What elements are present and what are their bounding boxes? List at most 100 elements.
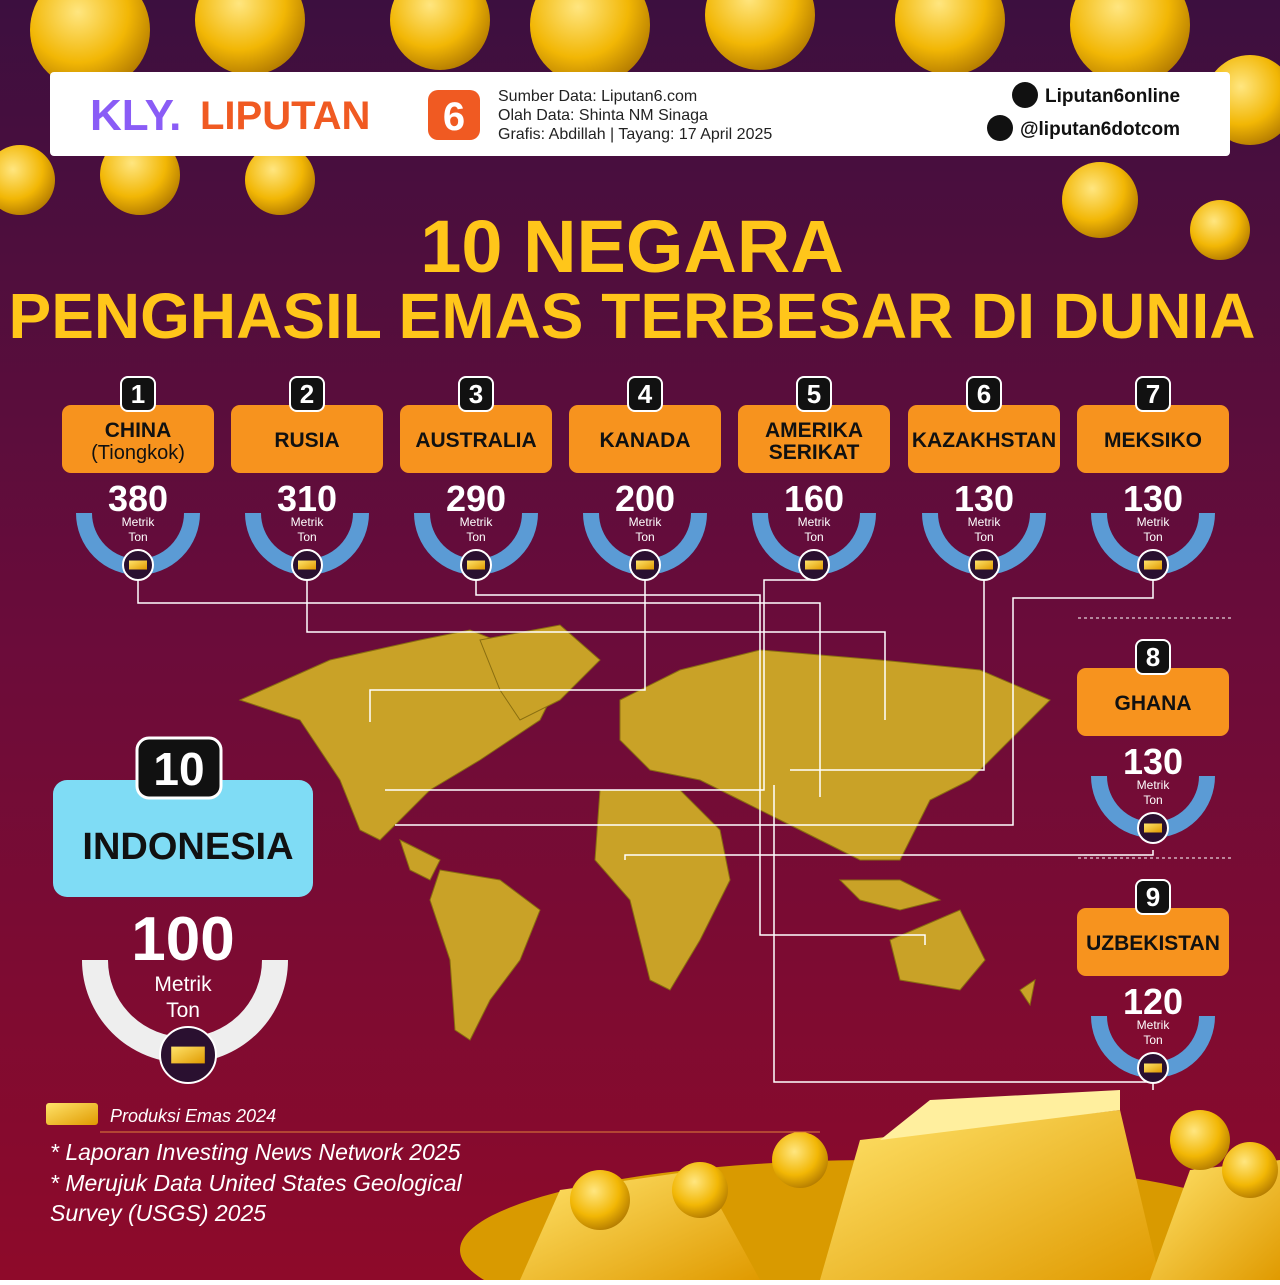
- unit: Ton: [804, 530, 823, 544]
- title: PENGHASIL EMAS TERBESAR DI DUNIA: [9, 280, 1256, 352]
- gold-icon-bar: [298, 560, 316, 570]
- connector-line: [395, 580, 1154, 826]
- country-name: RUSIA: [274, 429, 339, 452]
- country-box: [53, 780, 313, 897]
- header-bar: [50, 72, 1230, 156]
- unit: Metrik: [154, 973, 212, 996]
- rank: 1: [131, 379, 145, 409]
- unit: Metrik: [629, 515, 663, 529]
- rank-badge: [1135, 376, 1171, 412]
- world-map: [238, 624, 1051, 1041]
- rank-badge: [796, 376, 832, 412]
- country-box: [400, 405, 552, 473]
- country-name: AMERIKA: [765, 419, 863, 442]
- country-box: [231, 405, 383, 473]
- unit: Metrik: [460, 515, 494, 529]
- unit: Ton: [1143, 1033, 1162, 1047]
- connector-line: [773, 785, 1154, 1090]
- rank: 3: [469, 379, 483, 409]
- connector-line: [385, 579, 814, 791]
- country-name: KANADA: [600, 429, 691, 452]
- country-box: [908, 405, 1060, 473]
- rank-badge: [1135, 639, 1171, 675]
- connectors: [137, 579, 1154, 1090]
- facebook-icon: [1012, 82, 1038, 108]
- connector-line: [624, 850, 1154, 860]
- unit: Ton: [974, 530, 993, 544]
- value: 100: [131, 905, 234, 974]
- country-box: [1077, 908, 1229, 976]
- connector-line: [369, 580, 646, 722]
- country-name: SERIKAT: [769, 441, 860, 464]
- rank-badge: [458, 376, 494, 412]
- unit: Metrik: [798, 515, 832, 529]
- credit: Sumber Data: Liputan6.com: [498, 88, 697, 105]
- rank: 10: [153, 743, 204, 795]
- twitter-icon: [987, 115, 1013, 141]
- country-name: GHANA: [1115, 692, 1192, 715]
- unit: Metrik: [291, 515, 325, 529]
- country-box: [1077, 405, 1229, 473]
- connector-line: [790, 580, 985, 771]
- rank-badge: [1135, 879, 1171, 915]
- unit: Ton: [1143, 793, 1162, 807]
- rank-badge: [135, 736, 223, 800]
- legend-label: Produksi Emas 2024: [110, 1106, 276, 1126]
- legend-icon: [46, 1103, 98, 1125]
- rank: 2: [300, 379, 314, 409]
- unit: Ton: [166, 999, 200, 1022]
- gold-icon-bar: [636, 560, 654, 570]
- gold-icon-bar: [1144, 823, 1162, 833]
- country-box: [738, 405, 890, 473]
- gold-icon-bar: [1144, 560, 1162, 570]
- country-box: [1077, 668, 1229, 736]
- unit: Ton: [297, 530, 316, 544]
- rank-badge: [289, 376, 325, 412]
- credit: Grafis: Abdillah | Tayang: 17 April 2025: [498, 126, 772, 143]
- unit: Metrik: [1137, 1018, 1171, 1032]
- gold-icon-bar: [171, 1046, 205, 1064]
- value: 310: [277, 478, 337, 519]
- rank-badge: [120, 376, 156, 412]
- logo-brand: LIPUTAN: [200, 94, 370, 138]
- rank: 6: [977, 379, 991, 409]
- gold-icon-bar: [1144, 1063, 1162, 1073]
- country-name: CHINA: [105, 419, 172, 442]
- title: 10 NEGARA: [420, 205, 844, 288]
- unit: Ton: [466, 530, 485, 544]
- unit: Metrik: [1137, 515, 1171, 529]
- value: 200: [615, 478, 675, 519]
- logo-kly: KLY.: [90, 91, 181, 140]
- rank-badge: [627, 376, 663, 412]
- value: 130: [954, 478, 1014, 519]
- connector-line: [475, 580, 926, 945]
- gold-icon-bar: [129, 560, 147, 570]
- rank: 9: [1146, 882, 1160, 912]
- unit: Metrik: [122, 515, 156, 529]
- gold-icon-bar: [805, 560, 823, 570]
- connector-line: [137, 580, 821, 797]
- coin-decoration: [0, 0, 1280, 260]
- country-name: AUSTRALIA: [415, 429, 536, 452]
- value: 130: [1123, 478, 1183, 519]
- unit: Metrik: [968, 515, 1002, 529]
- logo-badge: [428, 90, 480, 140]
- rank: 5: [807, 379, 821, 409]
- note: * Laporan Investing News Network 2025: [50, 1139, 461, 1165]
- value: 160: [784, 478, 844, 519]
- connector-line: [306, 580, 886, 720]
- country-name: (Tiongkok): [91, 442, 185, 464]
- country-box: [569, 405, 721, 473]
- gold-pile: [460, 1090, 1280, 1285]
- gold-icon-bar: [467, 560, 485, 570]
- credit: Olah Data: Shinta NM Sinaga: [498, 107, 708, 124]
- value: 380: [108, 478, 168, 519]
- country-name: KAZAKHSTAN: [912, 429, 1056, 452]
- rank-badge: [966, 376, 1002, 412]
- twitter-handle: @liputan6dotcom: [1020, 119, 1180, 140]
- unit: Ton: [128, 530, 147, 544]
- rank: 7: [1146, 379, 1160, 409]
- gold-icon-bar: [975, 560, 993, 570]
